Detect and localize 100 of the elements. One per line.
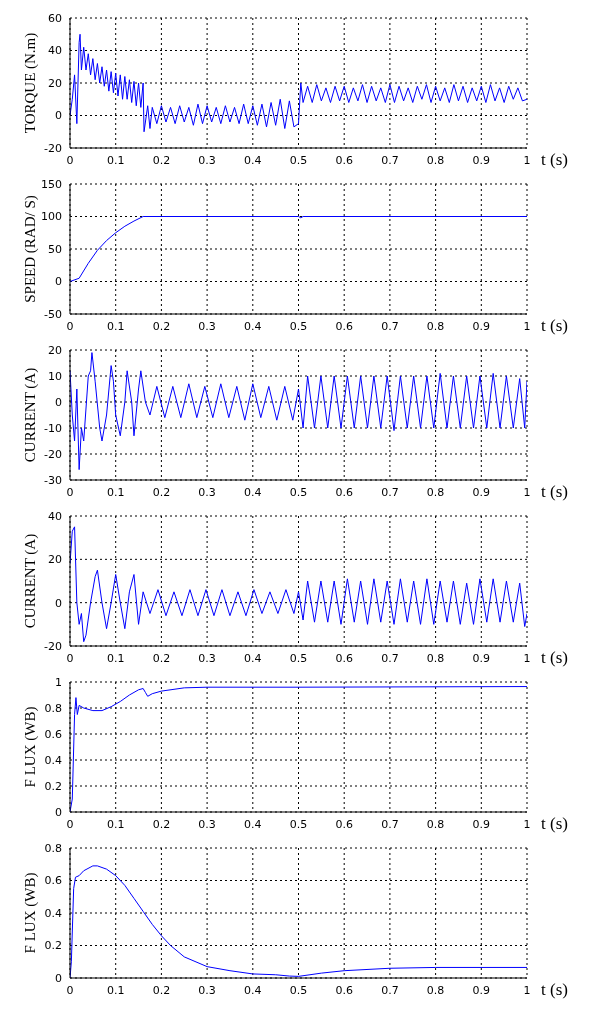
y-tick-label: -50 xyxy=(44,307,62,321)
x-tick-label: 1 xyxy=(523,153,531,167)
x-axis-title: t (s) xyxy=(541,150,568,170)
x-tick-label: 0.4 xyxy=(244,983,262,997)
y-tick-label: 0.2 xyxy=(44,779,62,793)
x-tick-label: 0.5 xyxy=(289,485,308,499)
x-tick-label: 0.6 xyxy=(335,485,353,499)
y-tick-label: 50 xyxy=(48,242,62,256)
y-tick-label: 0 xyxy=(55,971,62,985)
x-tick-label: 0.8 xyxy=(426,651,445,665)
x-tick-label: 0.2 xyxy=(152,153,171,167)
x-tick-label: 0.1 xyxy=(106,319,125,333)
x-tick-label: 0.4 xyxy=(244,319,262,333)
x-axis-title: t (s) xyxy=(541,648,568,668)
x-tick-label: 0.3 xyxy=(198,153,216,167)
y-tick-label: 0 xyxy=(55,109,62,123)
x-tick-label: 0.9 xyxy=(472,817,491,831)
x-tick-label: 0.8 xyxy=(426,817,445,831)
y-tick-label: 40 xyxy=(48,44,62,58)
x-tick-label: 0.2 xyxy=(152,319,171,333)
line-series xyxy=(70,526,527,643)
y-tick-label: 0.2 xyxy=(44,939,62,953)
y-axis-title: CURRENT (A) xyxy=(22,533,40,629)
y-axis-title: F LUX (WB) xyxy=(22,872,40,954)
x-tick-label: 0.2 xyxy=(152,817,171,831)
y-tick-label: 150 xyxy=(41,177,62,191)
y-tick-label: 0.8 xyxy=(44,701,62,715)
y-axis-title: TORQUE (N.m) xyxy=(22,32,40,134)
y-tick-label: 0 xyxy=(55,805,62,819)
x-tick-label: 0.9 xyxy=(472,319,491,333)
x-tick-label: 0.5 xyxy=(289,319,308,333)
y-tick-label: -20 xyxy=(44,447,62,461)
y-tick-label: 0 xyxy=(55,275,62,289)
x-tick-label: 0.6 xyxy=(335,983,353,997)
x-tick-label: 1 xyxy=(523,651,531,665)
x-tick-label: 0.6 xyxy=(335,817,353,831)
x-tick-label: 0.7 xyxy=(381,817,399,831)
x-tick-label: 0.2 xyxy=(152,983,171,997)
y-tick-label: -10 xyxy=(44,421,62,435)
x-tick-label: 0.8 xyxy=(426,153,445,167)
x-axis-title: t (s) xyxy=(541,316,568,336)
y-tick-label: 0.6 xyxy=(44,727,62,741)
y-tick-label: 20 xyxy=(48,76,62,90)
x-tick-label: 0.9 xyxy=(472,153,491,167)
x-tick-label: 0.9 xyxy=(472,485,491,499)
x-tick-label: 0.7 xyxy=(381,983,399,997)
x-tick-label: 0.8 xyxy=(426,319,445,333)
y-tick-label: 0.6 xyxy=(44,874,62,888)
y-axis-title: CURRENT (A) xyxy=(22,367,40,463)
x-tick-label: 1 xyxy=(523,983,531,997)
x-tick-label: 0 xyxy=(66,817,74,831)
x-tick-label: 0.6 xyxy=(335,651,353,665)
y-tick-label: -20 xyxy=(44,639,62,653)
y-tick-label: -30 xyxy=(44,473,62,487)
x-axis-title: t (s) xyxy=(541,980,568,1000)
x-axis-title: t (s) xyxy=(541,482,568,502)
x-tick-label: 0.1 xyxy=(106,153,125,167)
x-tick-label: 0.7 xyxy=(381,153,399,167)
x-tick-label: 0.4 xyxy=(244,817,262,831)
x-tick-label: 0.7 xyxy=(381,485,399,499)
y-tick-label: 60 xyxy=(48,11,62,25)
x-tick-label: 0.4 xyxy=(244,485,262,499)
x-axis-title: t (s) xyxy=(541,814,568,834)
x-tick-label: 0.3 xyxy=(198,485,216,499)
x-tick-label: 0.1 xyxy=(106,485,125,499)
x-tick-label: 0.8 xyxy=(426,983,445,997)
x-tick-label: 0.1 xyxy=(106,983,125,997)
y-tick-label: 0 xyxy=(55,596,62,610)
x-tick-label: 0 xyxy=(66,319,74,333)
x-tick-label: 0.3 xyxy=(198,319,216,333)
y-tick-label: 0 xyxy=(55,395,62,409)
x-tick-label: 0.2 xyxy=(152,485,171,499)
x-tick-label: 0.1 xyxy=(106,651,125,665)
x-tick-label: 0.5 xyxy=(289,817,308,831)
y-axis-title: SPEED (RAD/ S) xyxy=(22,195,40,303)
x-tick-label: 0.7 xyxy=(381,651,399,665)
x-tick-label: 0.9 xyxy=(472,651,491,665)
x-tick-label: 1 xyxy=(523,485,531,499)
y-tick-label: 10 xyxy=(48,369,62,383)
y-axis-title: F LUX (WB) xyxy=(22,706,40,788)
line-series xyxy=(70,33,527,133)
y-tick-label: 100 xyxy=(41,210,62,224)
x-tick-label: 1 xyxy=(523,319,531,333)
x-tick-label: 0.3 xyxy=(198,817,216,831)
x-tick-label: 0.5 xyxy=(289,153,308,167)
x-tick-label: 0 xyxy=(66,153,74,167)
y-tick-label: 0.8 xyxy=(44,841,62,855)
y-tick-label: 0.4 xyxy=(44,906,62,920)
x-tick-label: 1 xyxy=(523,817,531,831)
y-tick-label: 0.4 xyxy=(44,753,62,767)
x-tick-label: 0.5 xyxy=(289,983,308,997)
x-tick-label: 0 xyxy=(66,651,74,665)
x-tick-label: 0.3 xyxy=(198,983,216,997)
line-series xyxy=(70,216,527,282)
x-tick-label: 0.9 xyxy=(472,983,491,997)
x-tick-label: 0.6 xyxy=(335,153,353,167)
x-tick-label: 0.4 xyxy=(244,651,262,665)
x-tick-label: 0.3 xyxy=(198,651,216,665)
y-tick-label: 20 xyxy=(48,343,62,357)
x-tick-label: 0 xyxy=(66,983,74,997)
